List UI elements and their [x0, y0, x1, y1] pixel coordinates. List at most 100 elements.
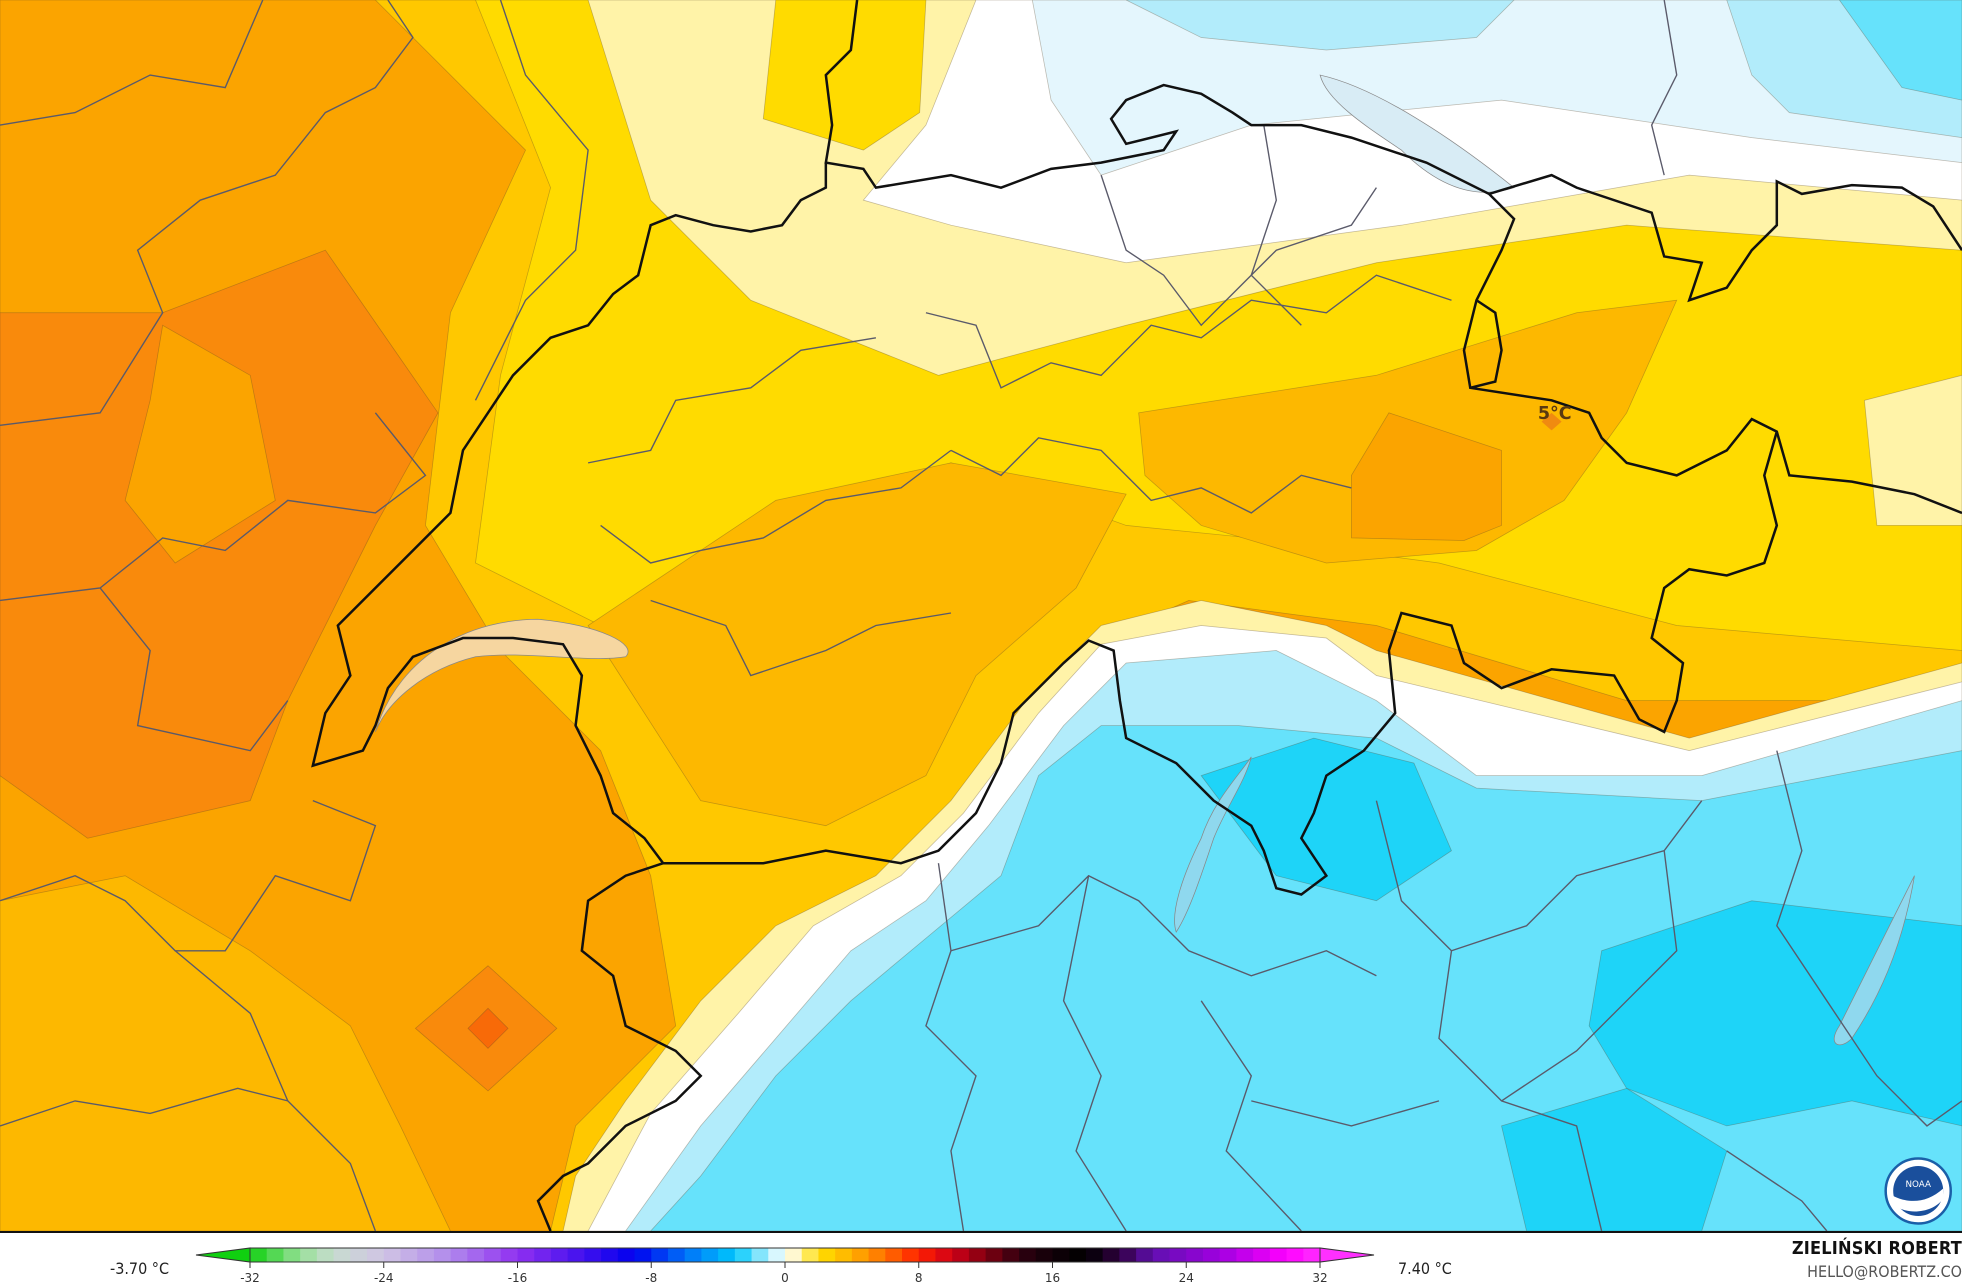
colorbar-segment: [601, 1248, 619, 1262]
colorbar-segment: [1069, 1248, 1087, 1262]
colorbar-segment: [567, 1248, 585, 1262]
field-southwest-lighter: [0, 875, 451, 1231]
colorbar-segment: [400, 1248, 418, 1262]
field-northeast-blue: [1125, 0, 1515, 51]
colorbar-segment: [918, 1248, 936, 1262]
colorbar-segment: [885, 1248, 903, 1262]
colorbar-segment: [383, 1248, 401, 1262]
colorbar-segment: [1085, 1248, 1104, 1262]
colorbar-tick-label: 8: [915, 1271, 923, 1285]
colorbar-segment: [1136, 1248, 1154, 1262]
border-switzerland-west: [824, 0, 1962, 515]
colorbar-segment: [550, 1248, 569, 1262]
colorbar-segment: [785, 1248, 803, 1262]
colorbar-tick-label: 24: [1179, 1271, 1194, 1285]
colorbar-tick-label: -16: [508, 1271, 528, 1285]
field-east-pale: [1863, 374, 1962, 526]
colorbar-segment: [1119, 1248, 1137, 1262]
colorbar-segment: [1219, 1248, 1237, 1262]
colorbar-segment: [1186, 1248, 1204, 1262]
field-deep-cyan-east: [1588, 900, 1962, 1127]
point-label: 5°C: [1538, 404, 1572, 424]
colorbar-arrow-min: [195, 1247, 251, 1263]
colorbar-segment: [751, 1248, 769, 1262]
author-email[interactable]: HELLO@ROBERTZ.CO: [1807, 1262, 1962, 1281]
colorbar-segment: [250, 1248, 268, 1262]
lake-garda: [1833, 875, 1915, 1046]
colorbar-segment: [1253, 1248, 1271, 1262]
colorbar-segment: [534, 1248, 552, 1262]
colorbar-tick-label: 32: [1312, 1271, 1327, 1285]
colorbar-tick-label: -8: [645, 1271, 657, 1285]
noaa-logo-text: NOAA: [1905, 1180, 1931, 1190]
border-north-east: [1488, 173, 1962, 303]
border-france-italy: [536, 862, 703, 1231]
colorbar-segment: [835, 1248, 853, 1262]
admin-borders: [0, 0, 1962, 1231]
colorbar-tick-label: -24: [374, 1271, 394, 1285]
colorbar-segment: [667, 1248, 686, 1262]
colorbar-tick-label: -32: [240, 1271, 260, 1285]
field-north-yellow-island: [762, 0, 927, 151]
colorbar-segment: [1002, 1248, 1020, 1262]
colorbar-segment: [851, 1248, 870, 1262]
colorbar-segment: [1202, 1248, 1221, 1262]
colorbar-segment: [450, 1248, 468, 1262]
colorbar-segment: [367, 1248, 385, 1262]
colorbar-segment: [1102, 1248, 1120, 1262]
border-switzerland-south: [311, 162, 1779, 896]
colorbar-segment: [333, 1248, 351, 1262]
colorbar-segment: [1303, 1248, 1321, 1262]
max-value-label: 7.40 °C: [1398, 1259, 1452, 1278]
colorbar-segment: [484, 1248, 502, 1262]
colorbar-segment: [1269, 1248, 1288, 1262]
colorbar-segment: [266, 1248, 284, 1262]
colorbar-segment: [433, 1248, 452, 1262]
colorbar-segment: [868, 1248, 886, 1262]
legend: -3.70 °C -32 -24 -16 -8 0 8 16 24 32 7.40 °C ZIE…: [0, 1233, 1962, 1287]
field-hot-spot: [467, 1007, 509, 1049]
country-borders: [311, 0, 1962, 1231]
point-marker: [1541, 412, 1562, 431]
colorbar-segment: [718, 1248, 736, 1262]
min-value-label: -3.70 °C: [110, 1259, 170, 1278]
field-central-orange: [587, 462, 1127, 827]
colorbar-segment: [801, 1248, 819, 1262]
colorbar-segment: [634, 1248, 652, 1262]
field-west-inner: [124, 324, 276, 564]
field-deep-cyan-south: [1501, 1087, 1728, 1231]
colorbar-segment: [935, 1248, 953, 1262]
field-corner-cyan: [1838, 0, 1962, 101]
colorbar-tick-label: 16: [1045, 1271, 1060, 1285]
colorbar-segment: [584, 1248, 602, 1262]
author-credit: ZIELIŃSKI ROBERT: [1791, 1238, 1962, 1259]
colorbar-segment: [902, 1248, 920, 1262]
colorbar-segment: [701, 1248, 719, 1262]
temperature-map[interactable]: 5°C NOAA: [0, 0, 1962, 1233]
colorbar: -32 -24 -16 -8 0 8 16 24 32: [195, 1247, 1375, 1285]
colorbar-segment: [968, 1248, 987, 1262]
point-annotation: 5°C: [1538, 404, 1572, 431]
colorbar-arrow-max: [1319, 1247, 1375, 1263]
lake-constance: [1319, 74, 1515, 193]
noaa-logo: NOAA: [1884, 1157, 1952, 1225]
colorbar-segment: [300, 1248, 318, 1262]
field-east-core: [1351, 412, 1502, 541]
colorbar-segment: [1169, 1248, 1187, 1262]
colorbar-segment: [1286, 1248, 1304, 1262]
colorbar-segment: [952, 1248, 970, 1262]
border-liechtenstein: [1469, 299, 1503, 390]
colorbar-segment: [316, 1248, 335, 1262]
colorbar-segment: [283, 1248, 301, 1262]
colorbar-segment: [651, 1248, 669, 1262]
field-deep-cyan-center: [1200, 737, 1452, 902]
colorbar-tick-label: 0: [781, 1271, 789, 1285]
colorbar-segment: [768, 1248, 786, 1262]
colorbar-segment: [734, 1248, 753, 1262]
colorbar-segment: [684, 1248, 702, 1262]
colorbar-segment: [1019, 1248, 1037, 1262]
colorbar-segment: [500, 1248, 518, 1262]
colorbar-segment: [1035, 1248, 1053, 1262]
colorbar-segment: [818, 1248, 836, 1262]
colorbar-segment: [350, 1248, 368, 1262]
